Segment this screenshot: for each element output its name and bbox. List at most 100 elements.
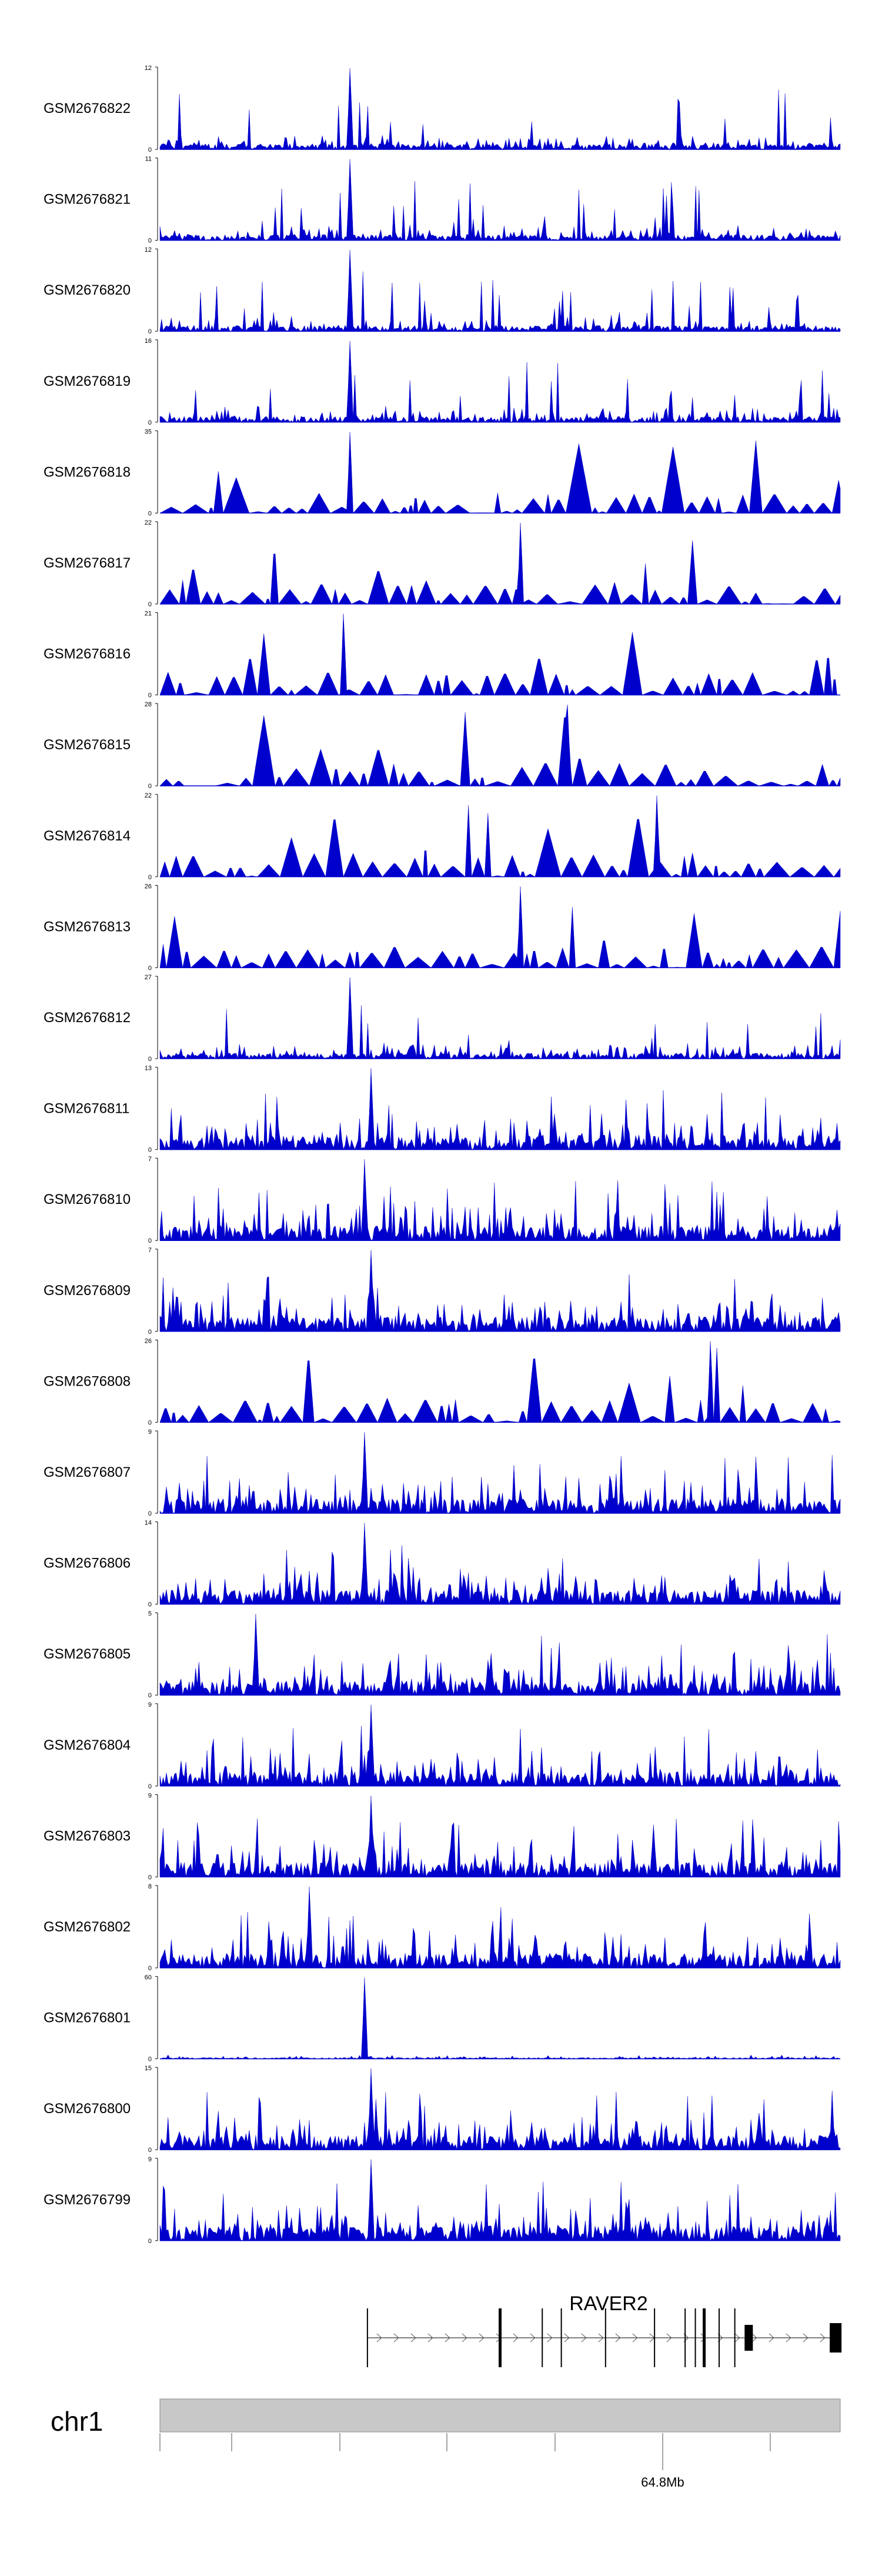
track-label: GSM2676808 (44, 1373, 131, 1389)
coverage-tracks: GSM2676822120GSM2676821110GSM2676820120G… (44, 65, 841, 2245)
coverage-signal-area (159, 1704, 841, 1787)
chromosome-label: chr1 (51, 2406, 103, 2437)
track-ymin-label: 0 (148, 419, 152, 426)
strand-arrow (445, 2333, 450, 2343)
strand-arrow (581, 2333, 587, 2343)
track-ymin-label: 0 (148, 2238, 152, 2245)
track-ymax-label: 5 (148, 1610, 152, 1617)
coverage-signal-area (159, 1250, 841, 1332)
gene-exon (654, 2308, 656, 2367)
track-ymax-label: 8 (148, 1883, 152, 1890)
track-ymax-label: 60 (145, 1974, 152, 1981)
track-ymin-label: 0 (148, 874, 152, 881)
track-ymax-label: 28 (145, 701, 152, 708)
track-ymin-label: 0 (148, 2147, 152, 2154)
track-ymax-label: 9 (148, 1792, 152, 1799)
gene-exon (560, 2308, 562, 2367)
track-ymin-label: 0 (148, 1329, 152, 1336)
track-ymax-label: 9 (148, 1429, 152, 1436)
coverage-track: GSM2676820 12 0 (44, 246, 841, 335)
gene-exon (744, 2325, 753, 2351)
gene-name-label: RAVER2 (569, 2293, 648, 2315)
coverage-track: GSM2676816 21 0 (44, 610, 841, 699)
coverage-signal-area (159, 2068, 841, 2150)
strand-arrow (632, 2333, 638, 2343)
track-ymin-label: 0 (148, 1692, 152, 1699)
track-ymin-label: 0 (148, 328, 152, 335)
gene-exon (542, 2308, 543, 2367)
coverage-signal-area (159, 977, 841, 1059)
coverage-track: GSM2676814 22 0 (44, 792, 841, 881)
track-label: GSM2676820 (44, 282, 131, 298)
track-label: GSM2676822 (44, 101, 131, 116)
track-label: GSM2676801 (44, 2010, 131, 2026)
coverage-signal-area (159, 613, 841, 696)
track-ymin-label: 0 (148, 1965, 152, 1972)
strand-arrow (376, 2333, 382, 2343)
track-ymax-label: 13 (145, 1065, 152, 1072)
coverage-track: GSM2676819 16 0 (44, 338, 841, 426)
gene-exon (499, 2308, 502, 2367)
coverage-track: GSM2676809 7 0 (44, 1247, 841, 1336)
coverage-track: GSM2676818 35 0 (44, 428, 841, 517)
track-label: GSM2676802 (44, 1919, 131, 1935)
coverage-signal-area (159, 795, 841, 877)
coverage-track: GSM2676805 5 0 (44, 1610, 841, 1699)
coverage-signal-area (159, 1614, 841, 1696)
track-label: GSM2676817 (44, 555, 131, 571)
track-ymax-label: 26 (145, 1337, 152, 1344)
track-label: GSM2676800 (44, 2101, 131, 2117)
track-label: GSM2676809 (44, 1283, 131, 1299)
track-ymin-label: 0 (148, 601, 152, 608)
coverage-signal-area (159, 432, 841, 514)
track-ymin-label: 0 (148, 1510, 152, 1517)
strand-arrow (803, 2333, 808, 2343)
gene-exon (830, 2323, 842, 2353)
strand-arrow (820, 2333, 826, 2343)
track-label: GSM2676821 (44, 192, 131, 208)
track-ymax-label: 15 (145, 2065, 152, 2072)
track-ymax-label: 22 (145, 792, 152, 799)
coverage-signal-area (159, 1523, 841, 1604)
track-ymax-label: 7 (148, 1247, 152, 1254)
track-label: GSM2676815 (44, 737, 131, 753)
track-ymax-label: 9 (148, 1701, 152, 1709)
track-ymax-label: 7 (148, 1156, 152, 1163)
coverage-track: GSM2676822 12 0 (44, 65, 841, 154)
strand-arrow (479, 2333, 485, 2343)
coverage-signal-area (159, 341, 841, 423)
gene-exon (703, 2308, 706, 2367)
track-label: GSM2676813 (44, 919, 131, 935)
track-ymax-label: 22 (145, 519, 152, 526)
track-label: GSM2676818 (44, 464, 131, 480)
coverage-signal-area (159, 1341, 841, 1423)
gene-exon (604, 2308, 606, 2367)
coverage-signal-area (159, 705, 841, 787)
track-ymin-label: 0 (148, 783, 152, 790)
track-label: GSM2676799 (44, 2192, 131, 2208)
track-label: GSM2676819 (44, 373, 131, 389)
track-ymax-label: 26 (145, 883, 152, 890)
chromosome-track: chr1 64.8Mb (51, 2398, 841, 2490)
track-ymax-label: 9 (148, 2156, 152, 2163)
coverage-track: GSM2676807 9 0 (44, 1429, 841, 1517)
strand-arrow (547, 2333, 553, 2343)
track-ymin-label: 0 (148, 692, 152, 699)
strand-arrow (427, 2333, 433, 2343)
track-label: GSM2676814 (44, 828, 131, 844)
strand-arrow (751, 2333, 757, 2343)
coverage-track: GSM2676800 15 0 (44, 2065, 841, 2154)
track-ymin-label: 0 (148, 1237, 152, 1244)
track-ymin-label: 0 (148, 1419, 152, 1426)
coverage-signal-area (159, 1432, 841, 1514)
coverage-signal-area (159, 1886, 841, 1968)
coverage-signal-area (159, 1977, 841, 2059)
strand-arrow (786, 2333, 791, 2343)
coverage-track: GSM2676803 9 0 (44, 1792, 841, 1881)
strand-arrow (530, 2333, 536, 2343)
coverage-track: GSM2676801 60 0 (44, 1974, 841, 2063)
coverage-track: GSM2676802 8 0 (44, 1883, 841, 1972)
track-ymin-label: 0 (148, 1874, 152, 1881)
track-label: GSM2676811 (44, 1101, 129, 1117)
track-label: GSM2676805 (44, 1646, 131, 1662)
